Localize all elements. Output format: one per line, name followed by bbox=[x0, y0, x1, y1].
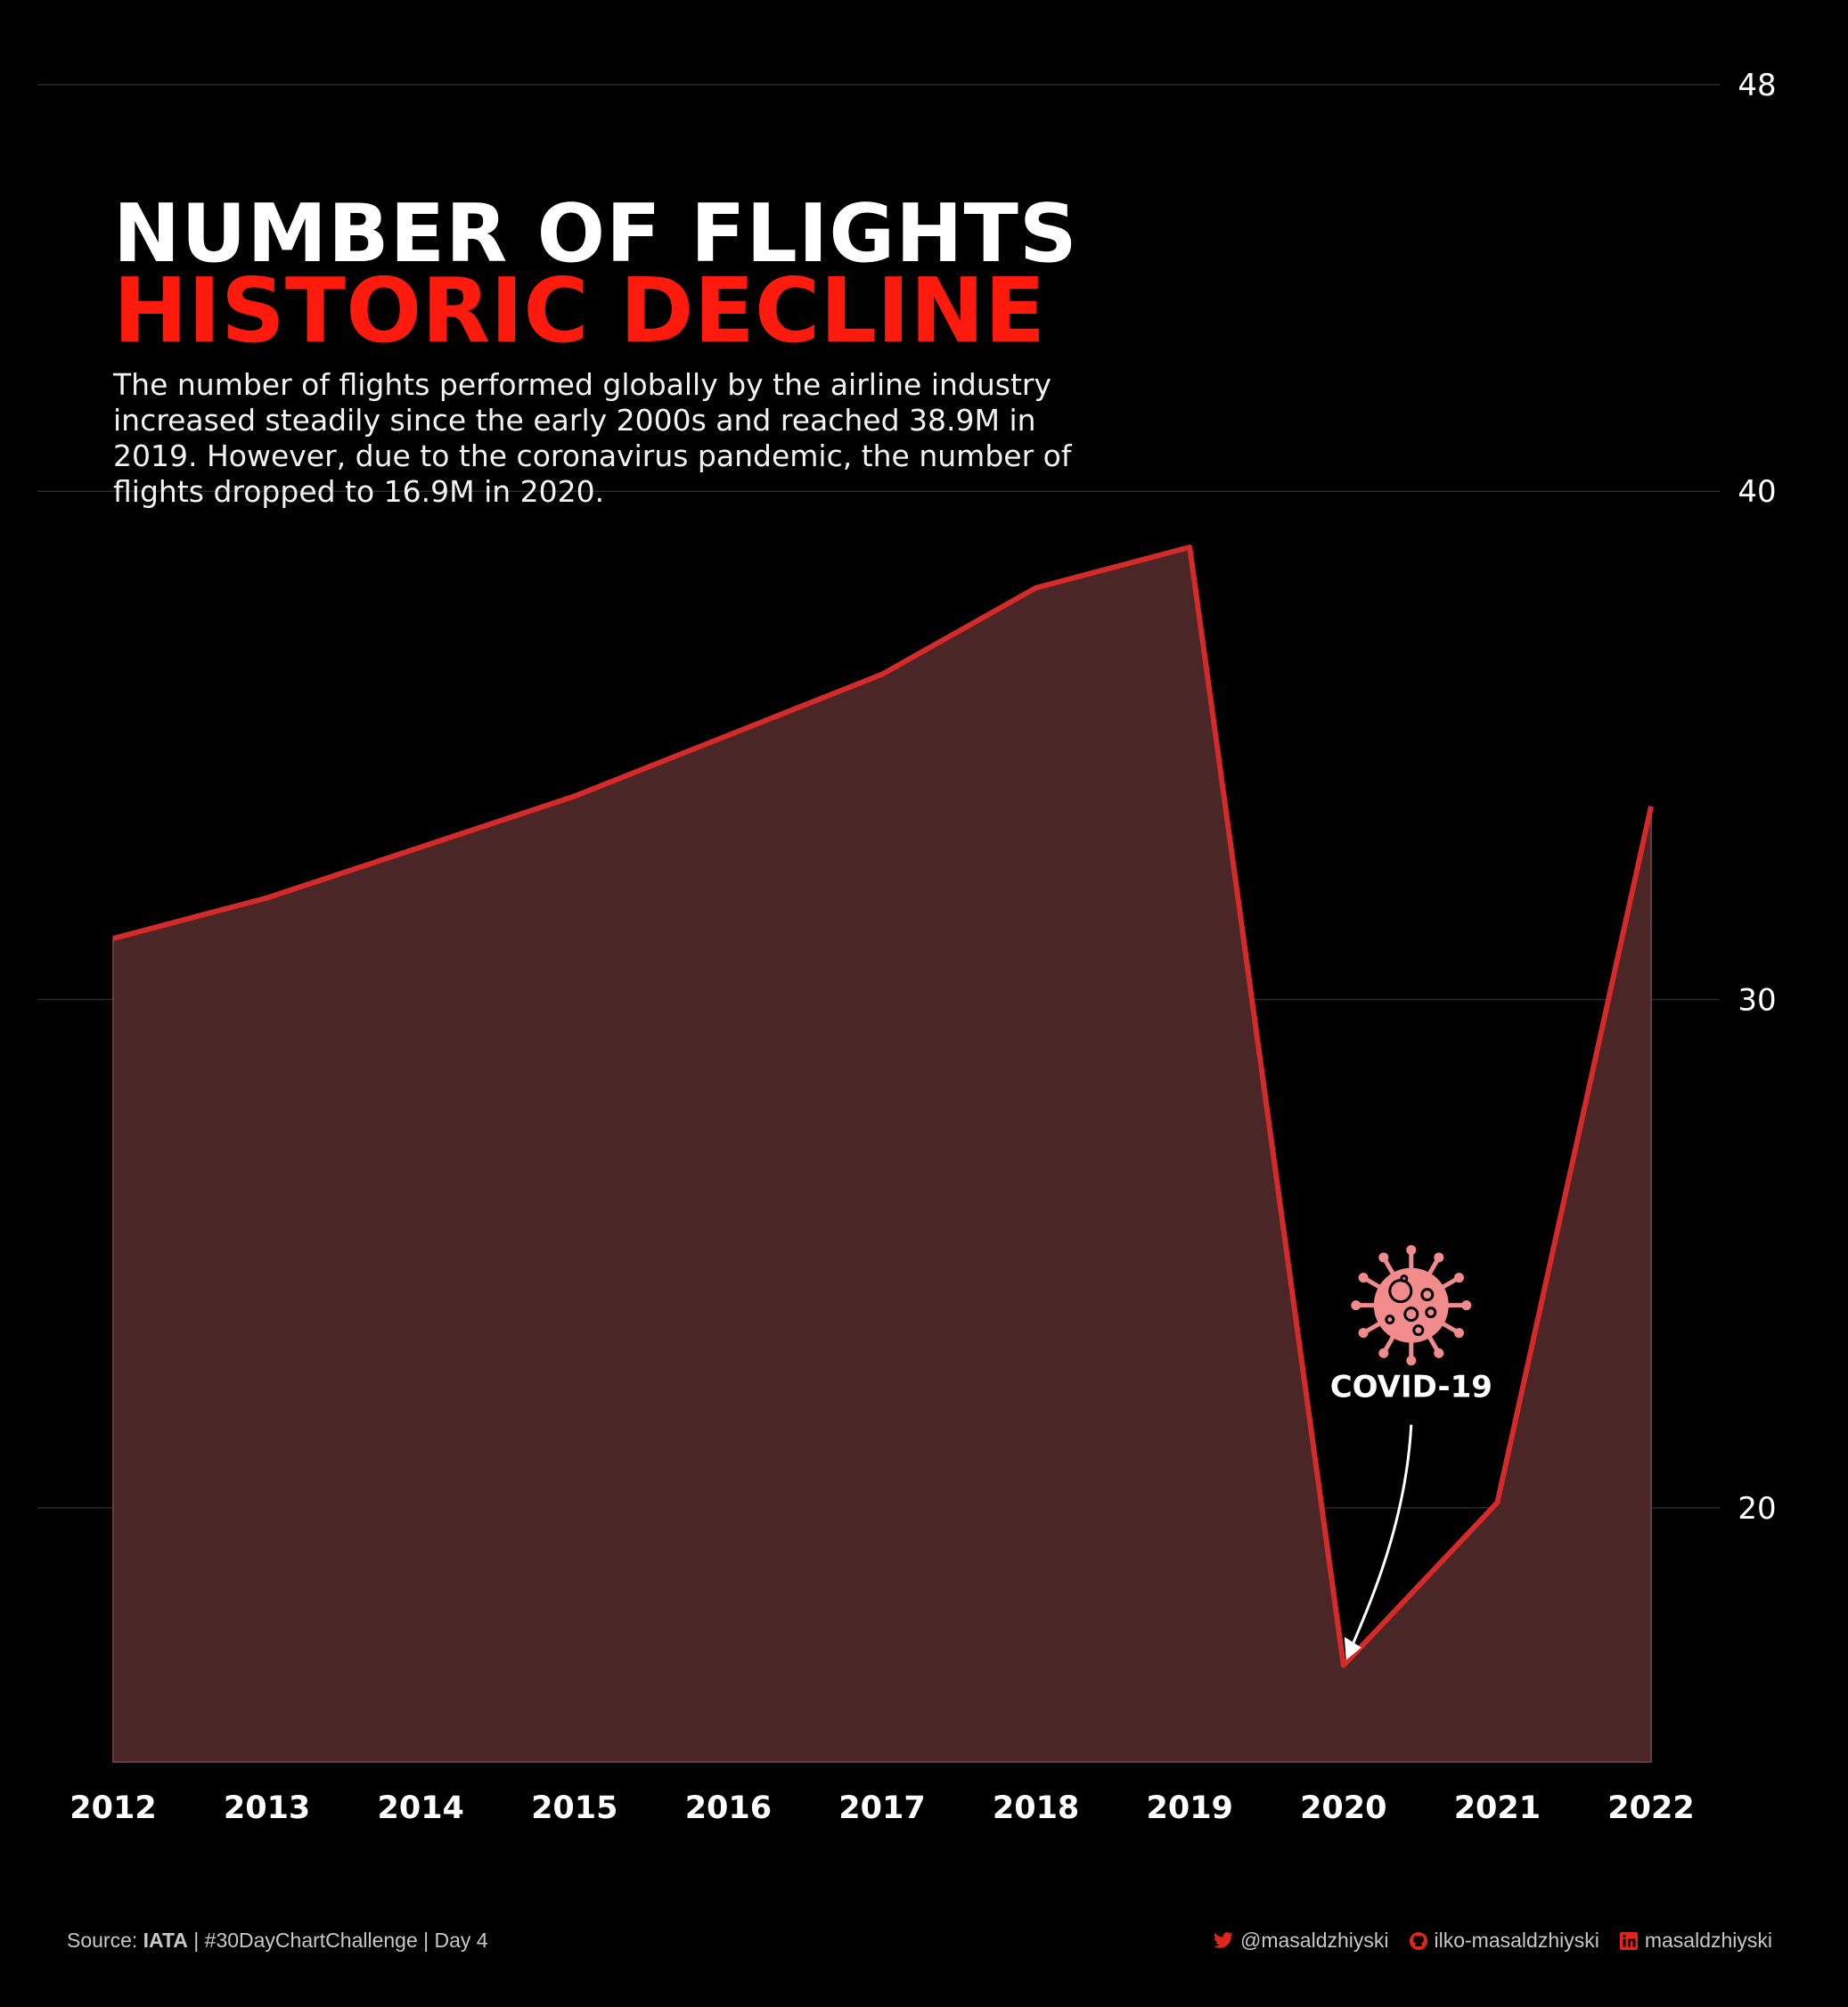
x-tick-label: 2022 bbox=[1607, 1790, 1694, 1826]
linkedin-icon bbox=[1619, 1931, 1638, 1950]
x-tick-label: 2018 bbox=[993, 1790, 1079, 1826]
x-tick-label: 2016 bbox=[685, 1790, 772, 1826]
virus-icon bbox=[1351, 1245, 1472, 1366]
github-handle: ilko-masaldzhiyski bbox=[1434, 1929, 1599, 1952]
virus-spot bbox=[1425, 1307, 1437, 1319]
annotation-arrowhead bbox=[1344, 1636, 1361, 1660]
github-icon bbox=[1409, 1931, 1427, 1950]
github-link[interactable]: ilko-masaldzhiyski bbox=[1409, 1929, 1599, 1953]
y-tick-label: 40 bbox=[1738, 474, 1776, 510]
source-name: IATA bbox=[143, 1929, 188, 1952]
linkedin-link[interactable]: masaldzhiyski bbox=[1619, 1929, 1772, 1953]
y-axis: 20 30 40 48 bbox=[1738, 68, 1776, 1527]
x-tick-label: 2020 bbox=[1300, 1790, 1386, 1826]
twitter-link[interactable]: @masaldzhiyski bbox=[1213, 1929, 1389, 1953]
virus-spike-tip bbox=[1378, 1252, 1389, 1263]
source-prefix: Source: bbox=[67, 1929, 143, 1952]
twitter-icon bbox=[1213, 1931, 1233, 1948]
annotation-label: COVID-19 bbox=[1330, 1370, 1492, 1405]
virus-spot bbox=[1400, 1274, 1409, 1283]
virus-spike-tip bbox=[1358, 1328, 1369, 1339]
x-tick-label: 2015 bbox=[531, 1790, 617, 1826]
area-fill bbox=[112, 545, 1652, 1763]
social-links: @masaldzhiyski ilko-masaldzhiyski masald… bbox=[1213, 1929, 1772, 1953]
virus-spot bbox=[1403, 1307, 1419, 1323]
y-tick-label: 30 bbox=[1738, 983, 1776, 1019]
virus-spike-tip bbox=[1406, 1356, 1417, 1366]
chart-description: The number of flights performed globally… bbox=[113, 367, 1072, 509]
virus-spike-tip bbox=[1358, 1273, 1369, 1283]
chart-title: NUMBER OF FLIGHTS bbox=[113, 187, 1078, 281]
virus-spike-tip bbox=[1434, 1348, 1444, 1358]
series-line bbox=[112, 545, 1654, 1668]
virus-spike-tip bbox=[1453, 1328, 1464, 1339]
virus-spike-tip bbox=[1351, 1300, 1361, 1311]
virus-spot bbox=[1420, 1288, 1435, 1302]
linkedin-handle: masaldzhiyski bbox=[1644, 1929, 1772, 1952]
virus-spike-tip bbox=[1434, 1252, 1444, 1263]
x-tick-label: 2021 bbox=[1454, 1790, 1541, 1826]
y-tick-label: 20 bbox=[1738, 1491, 1776, 1527]
x-tick-label: 2012 bbox=[70, 1790, 156, 1826]
annotation-arrow bbox=[1349, 1424, 1413, 1651]
virus-spot bbox=[1412, 1324, 1425, 1337]
source-suffix: | #30DayChartChallenge | Day 4 bbox=[187, 1929, 488, 1952]
virus-spike-tip bbox=[1453, 1273, 1464, 1283]
virus-spike-tip bbox=[1461, 1300, 1472, 1311]
x-axis: 2012 2013 2014 2015 2016 2017 2018 2019 2020 2021… bbox=[70, 1790, 1694, 1826]
virus-spike-tip bbox=[1406, 1245, 1417, 1256]
x-tick-label: 2013 bbox=[224, 1790, 310, 1826]
x-tick-label: 2019 bbox=[1146, 1790, 1232, 1826]
chart-subtitle: HISTORIC DECLINE bbox=[113, 258, 1046, 363]
virus-body bbox=[1373, 1267, 1449, 1343]
source-credit: Source: IATA | #30DayChartChallenge | Da… bbox=[67, 1929, 488, 1953]
x-tick-label: 2014 bbox=[377, 1790, 463, 1826]
covid-annotation: COVID-19 bbox=[1330, 1245, 1492, 1660]
virus-spot bbox=[1385, 1315, 1395, 1325]
y-tick-label: 48 bbox=[1738, 68, 1776, 103]
virus-spike-tip bbox=[1378, 1348, 1389, 1358]
twitter-handle: @masaldzhiyski bbox=[1240, 1929, 1389, 1952]
x-tick-label: 2017 bbox=[838, 1790, 925, 1826]
